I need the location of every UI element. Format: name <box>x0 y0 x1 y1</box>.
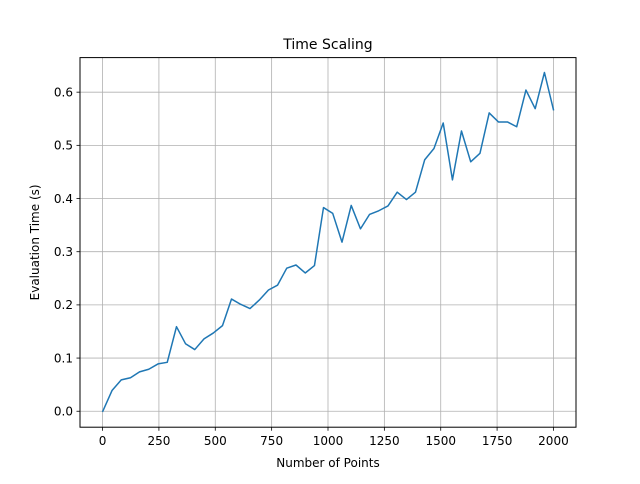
y-tick-label: 0.4 <box>54 192 73 206</box>
x-axis: 0 250 500 750 1000 1250 1500 1750 2000 <box>99 427 569 448</box>
x-tick-label: 2000 <box>538 434 569 448</box>
chart-title: Time Scaling <box>282 37 372 53</box>
x-tick-label: 0 <box>99 434 107 448</box>
y-tick-label: 0.3 <box>54 245 73 259</box>
series-layer <box>101 71 555 413</box>
x-tick-label: 750 <box>260 434 283 448</box>
x-tick-label: 1750 <box>482 434 513 448</box>
x-tick-label: 500 <box>204 434 227 448</box>
y-tick-label: 0.5 <box>54 139 73 153</box>
y-tick-label: 0.1 <box>54 351 73 365</box>
y-tick-label: 0.6 <box>54 85 73 99</box>
x-axis-label: Number of Points <box>276 456 379 470</box>
y-tick-label: 0.2 <box>54 298 73 312</box>
grid <box>80 57 576 428</box>
series-line <box>101 71 555 413</box>
x-tick-label: 250 <box>147 434 170 448</box>
x-tick-label: 1500 <box>425 434 456 448</box>
y-axis: 0.0 0.1 0.2 0.3 0.4 0.5 0.6 <box>54 85 80 419</box>
x-tick-label: 1250 <box>369 434 400 448</box>
y-axis-label: Evaluation Time (s) <box>28 184 42 300</box>
y-tick-label: 0.0 <box>54 405 73 419</box>
x-tick-label: 1000 <box>313 434 344 448</box>
